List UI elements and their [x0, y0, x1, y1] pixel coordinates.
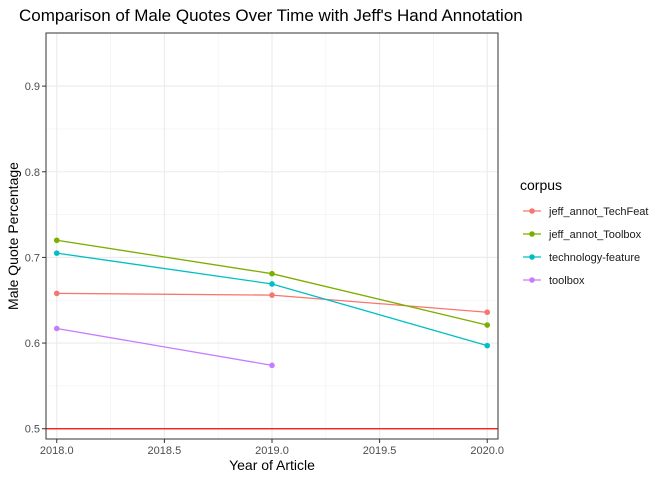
x-tick-label: 2019.0 — [255, 445, 289, 457]
x-tick-label: 2018.0 — [40, 445, 74, 457]
legend-label: jeff_annot_Toolbox — [548, 229, 642, 241]
series-points — [53, 237, 491, 369]
x-axis-title: Year of Article — [229, 457, 315, 473]
legend-key-point — [529, 208, 535, 214]
series-line — [56, 327, 273, 366]
data-point — [53, 237, 60, 244]
data-point — [269, 270, 275, 277]
data-point — [53, 290, 60, 297]
data-point — [53, 250, 60, 256]
data-point — [269, 292, 275, 298]
legend: corpus jeff_annot_TechFeat jeff_annot_Too… — [520, 177, 648, 287]
data-point — [484, 342, 491, 349]
x-axis: 2018.0 2018.5 2019.0 2019.5 2020.0 — [40, 439, 504, 457]
legend-label: jeff_annot_TechFeat — [548, 206, 648, 218]
legend-label: toolbox — [549, 275, 585, 287]
legend-key-point — [529, 277, 535, 283]
y-tick-label: 0.6 — [25, 338, 40, 350]
y-axis-title: Male Quote Percentage — [5, 162, 21, 310]
data-point — [269, 362, 275, 369]
y-tick-label: 0.7 — [25, 252, 40, 264]
y-tick-label: 0.9 — [25, 81, 40, 93]
legend-title: corpus — [520, 177, 562, 193]
y-tick-label: 0.8 — [25, 167, 40, 179]
y-tick-label: 0.5 — [25, 424, 40, 436]
legend-label: technology-feature — [549, 252, 640, 264]
data-point — [53, 325, 60, 332]
data-point — [484, 309, 491, 316]
y-axis: 0.5 0.6 0.7 0.8 0.9 — [25, 81, 46, 436]
x-tick-label: 2019.5 — [363, 445, 397, 457]
legend-key-point — [529, 231, 535, 237]
x-tick-label: 2018.5 — [148, 445, 182, 457]
legend-key-point — [529, 254, 535, 260]
data-point — [484, 322, 491, 328]
data-point — [269, 281, 275, 287]
x-tick-label: 2020.0 — [470, 445, 504, 457]
chart-title: Comparison of Male Quotes Over Time with… — [19, 6, 523, 25]
